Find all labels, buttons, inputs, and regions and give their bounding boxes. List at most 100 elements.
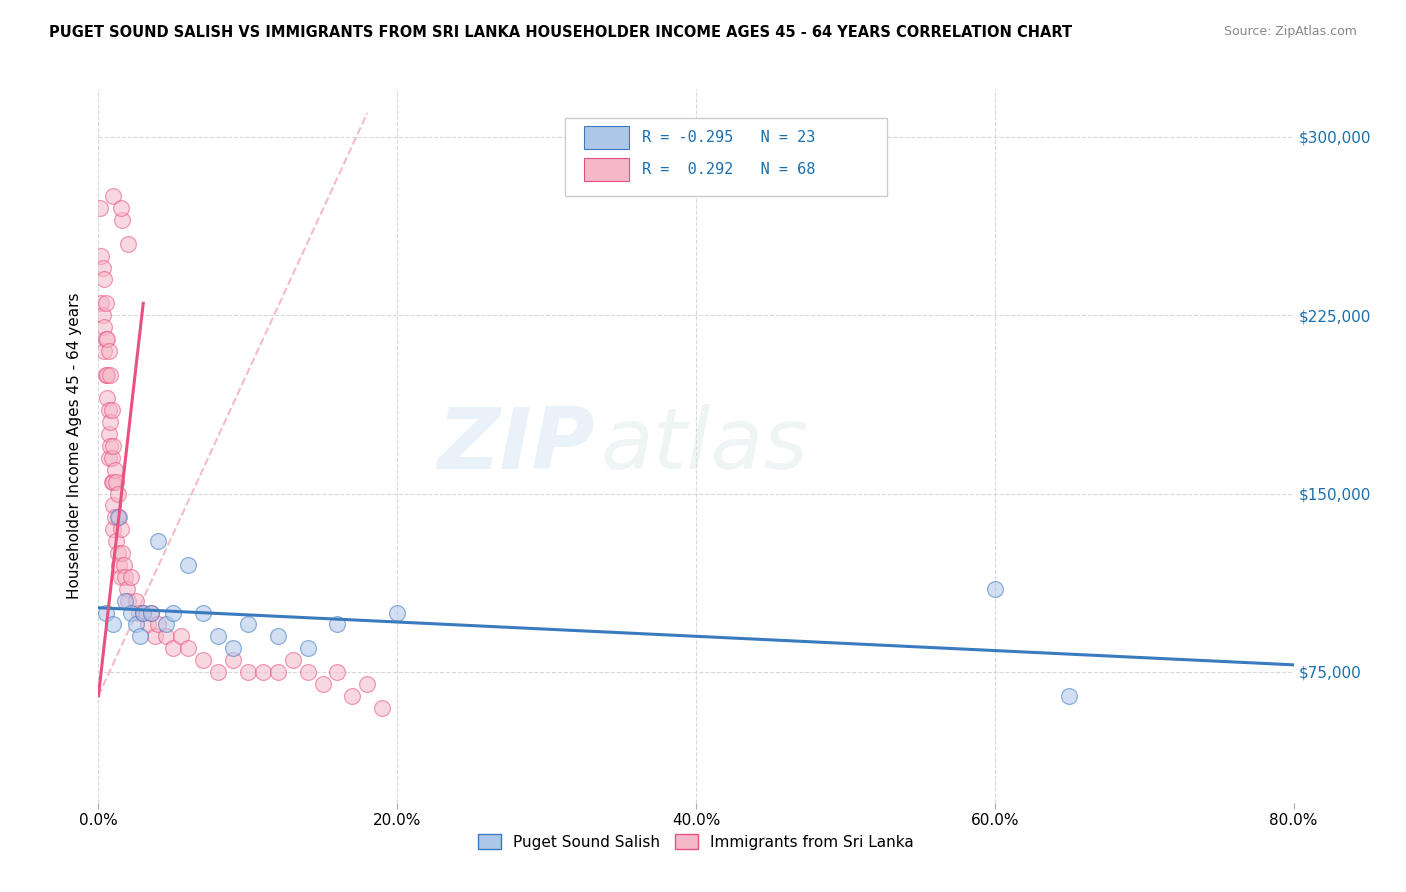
FancyBboxPatch shape — [583, 127, 628, 149]
Point — [222, 641, 245, 656]
Text: R =  0.292   N = 68: R = 0.292 N = 68 — [643, 161, 815, 177]
Point — [139, 606, 162, 620]
Point — [93, 272, 115, 286]
Point — [222, 653, 245, 667]
Point — [139, 606, 162, 620]
Point — [236, 665, 259, 679]
Point — [385, 606, 409, 620]
Point — [91, 308, 114, 322]
Point — [120, 606, 142, 620]
Point — [107, 486, 129, 500]
Point — [94, 606, 117, 620]
Point — [93, 320, 115, 334]
Point — [103, 499, 125, 513]
Point — [103, 439, 125, 453]
Point — [1059, 689, 1081, 703]
Point — [162, 606, 184, 620]
Point — [110, 522, 132, 536]
Point — [136, 617, 159, 632]
Point — [128, 606, 150, 620]
Point — [103, 189, 125, 203]
Point — [98, 415, 122, 429]
Point — [356, 677, 378, 691]
Point — [107, 546, 129, 560]
FancyBboxPatch shape — [583, 158, 628, 180]
Point — [98, 368, 122, 382]
Point — [111, 213, 134, 227]
FancyBboxPatch shape — [565, 118, 887, 196]
Point — [125, 617, 148, 632]
Point — [371, 700, 394, 714]
Point — [101, 403, 124, 417]
Point — [252, 665, 274, 679]
Point — [110, 570, 132, 584]
Point — [93, 343, 115, 358]
Point — [120, 570, 142, 584]
Point — [169, 629, 191, 643]
Point — [104, 463, 127, 477]
Point — [105, 475, 128, 489]
Point — [97, 343, 120, 358]
Point — [129, 629, 152, 643]
Point — [114, 593, 136, 607]
Legend: Puget Sound Salish, Immigrants from Sri Lanka: Puget Sound Salish, Immigrants from Sri … — [471, 828, 921, 855]
Point — [91, 260, 114, 275]
Text: PUGET SOUND SALISH VS IMMIGRANTS FROM SRI LANKA HOUSEHOLDER INCOME AGES 45 - 64 : PUGET SOUND SALISH VS IMMIGRANTS FROM SR… — [49, 25, 1073, 40]
Point — [94, 368, 117, 382]
Text: Source: ZipAtlas.com: Source: ZipAtlas.com — [1223, 25, 1357, 38]
Point — [89, 201, 111, 215]
Point — [236, 617, 259, 632]
Point — [103, 617, 125, 632]
Point — [148, 534, 170, 549]
Point — [148, 617, 170, 632]
Point — [94, 296, 117, 310]
Point — [281, 653, 304, 667]
Point — [984, 582, 1007, 596]
Point — [155, 629, 177, 643]
Point — [107, 510, 129, 524]
Point — [297, 665, 319, 679]
Point — [108, 558, 131, 572]
Point — [117, 593, 139, 607]
Point — [267, 629, 290, 643]
Point — [96, 332, 118, 346]
Point — [97, 427, 120, 442]
Point — [96, 392, 118, 406]
Point — [177, 558, 200, 572]
Point — [115, 582, 138, 596]
Point — [342, 689, 364, 703]
Text: ZIP: ZIP — [437, 404, 595, 488]
Point — [177, 641, 200, 656]
Point — [96, 368, 118, 382]
Point — [267, 665, 290, 679]
Point — [132, 606, 155, 620]
Text: R = -0.295   N = 23: R = -0.295 N = 23 — [643, 130, 815, 145]
Point — [112, 558, 135, 572]
Point — [207, 665, 229, 679]
Text: atlas: atlas — [600, 404, 808, 488]
Point — [111, 546, 134, 560]
Point — [191, 653, 214, 667]
Point — [297, 641, 319, 656]
Point — [114, 570, 136, 584]
Point — [90, 296, 112, 310]
Point — [105, 534, 128, 549]
Point — [103, 475, 125, 489]
Point — [326, 617, 349, 632]
Point — [132, 606, 155, 620]
Point — [311, 677, 333, 691]
Point — [125, 593, 148, 607]
Point — [94, 332, 117, 346]
Point — [101, 475, 124, 489]
Point — [155, 617, 177, 632]
Y-axis label: Householder Income Ages 45 - 64 years: Householder Income Ages 45 - 64 years — [67, 293, 83, 599]
Point — [98, 439, 122, 453]
Point — [191, 606, 214, 620]
Point — [110, 201, 132, 215]
Point — [103, 522, 125, 536]
Point — [104, 510, 127, 524]
Point — [97, 450, 120, 465]
Point — [162, 641, 184, 656]
Point — [143, 629, 166, 643]
Point — [108, 510, 131, 524]
